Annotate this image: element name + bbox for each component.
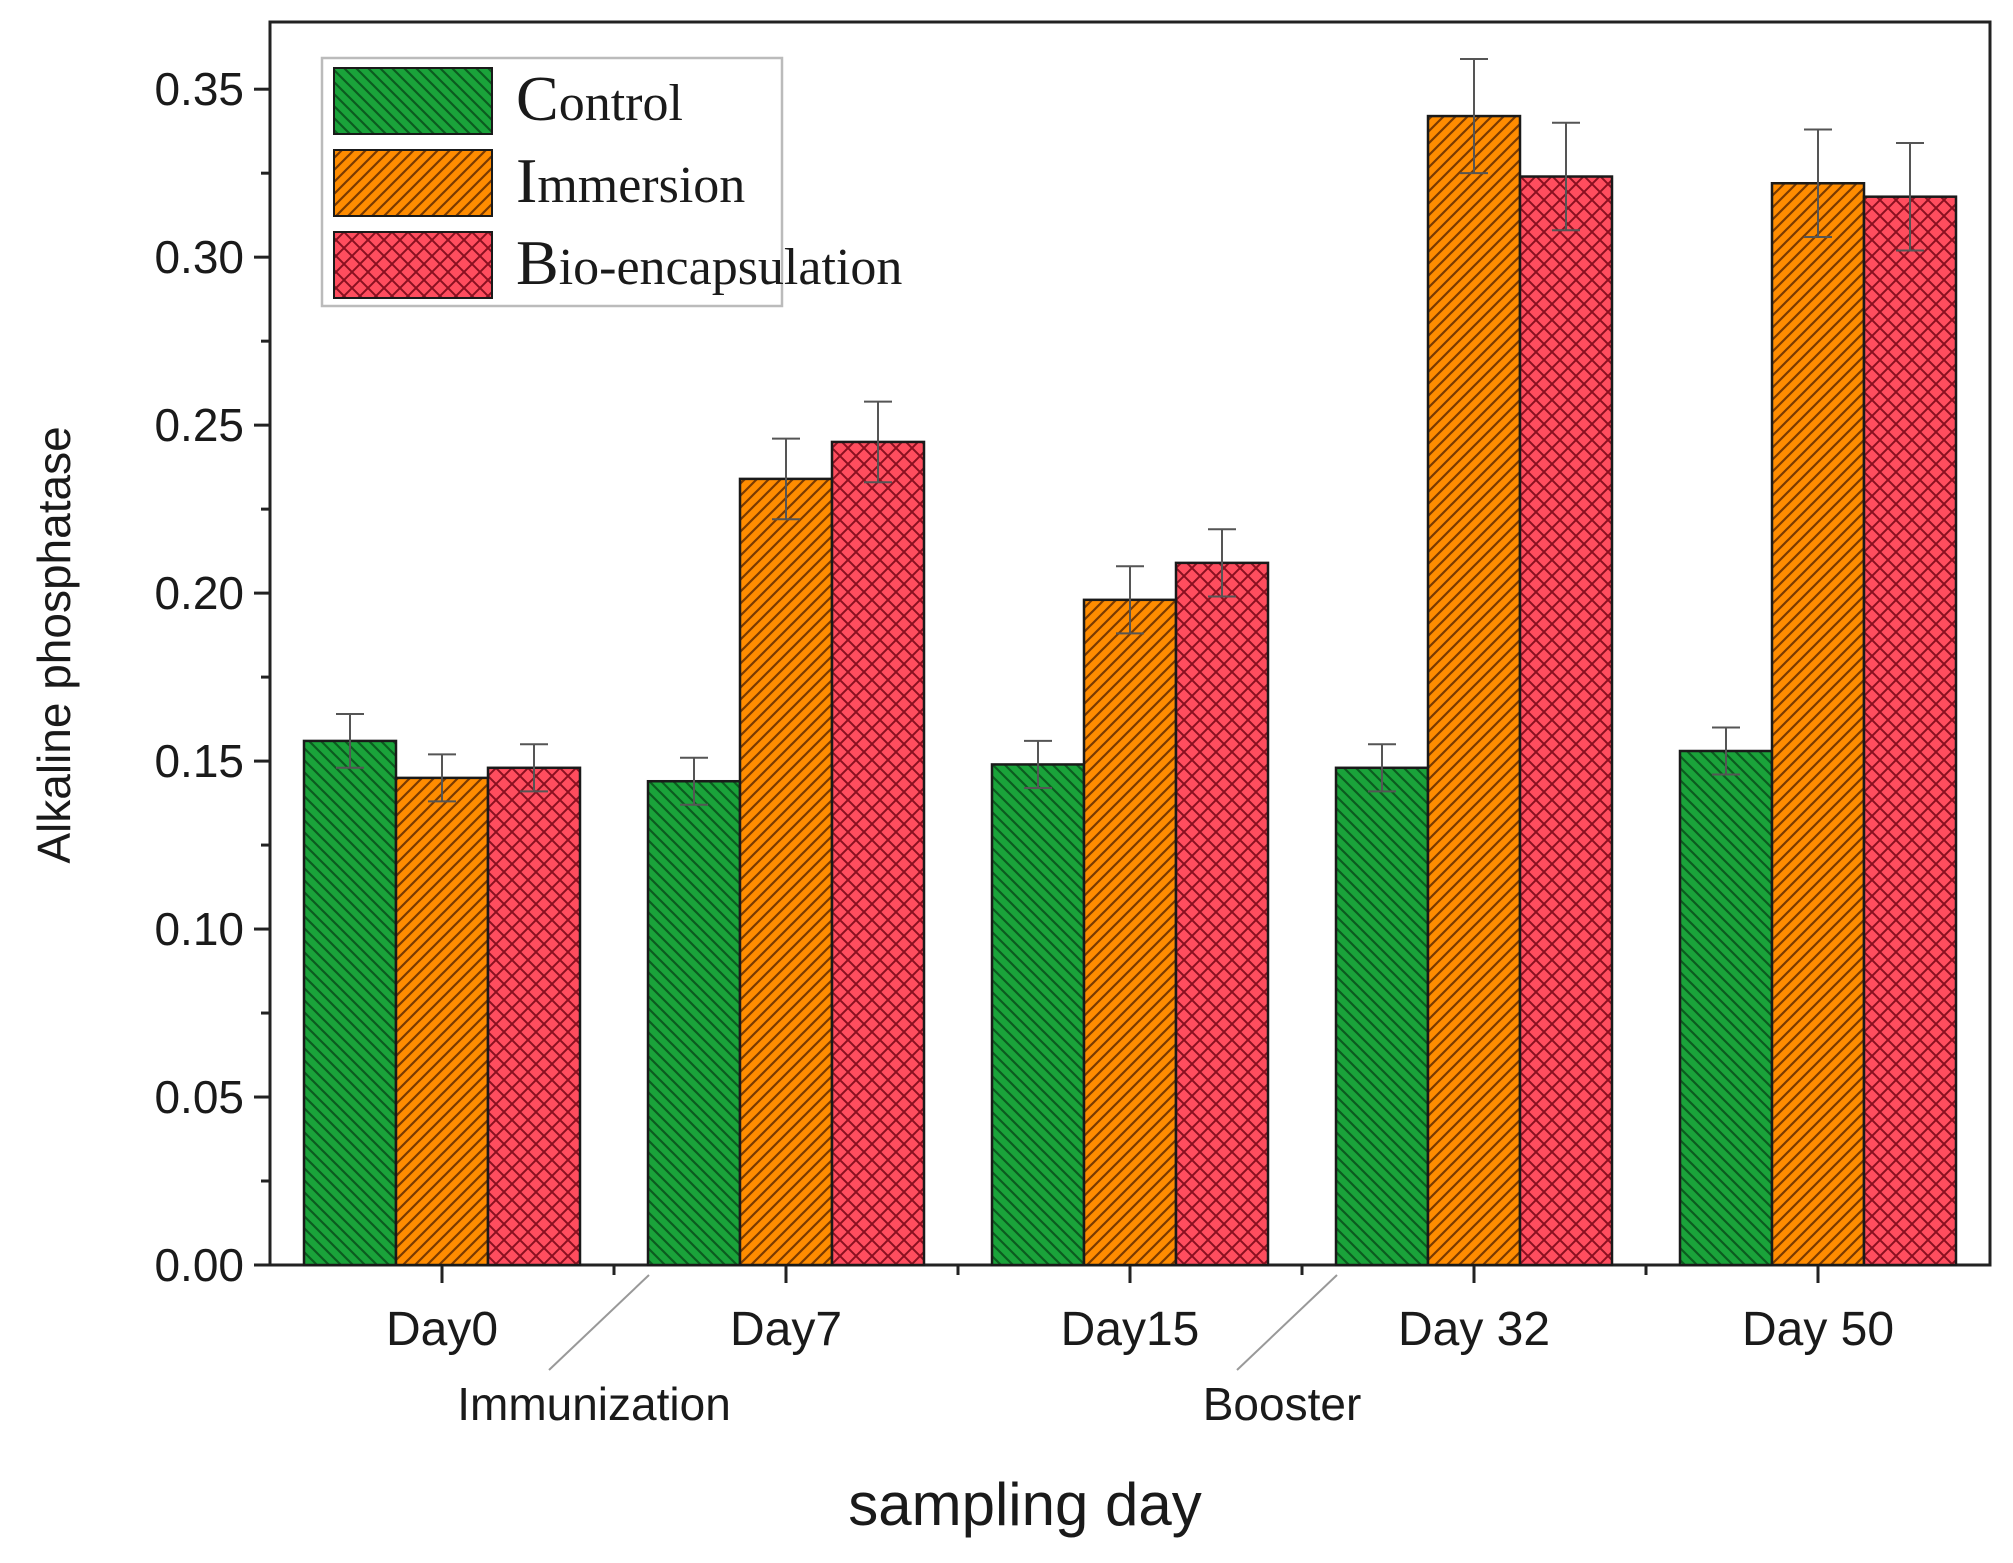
annotation-label: Immunization: [457, 1378, 731, 1430]
bar-bio-encapsulation-2: [1174, 561, 1270, 1267]
error-bar: [336, 713, 364, 769]
error-bar: [1024, 739, 1052, 789]
x-axis: Day0 Day7 Day15 Day 32 Day 50: [386, 1265, 1894, 1356]
bar-hatch: [1174, 561, 1270, 1267]
bar-hatch: [646, 779, 742, 1267]
error-bar: [1712, 726, 1740, 776]
legend-label: Bio-encapsulation: [516, 227, 902, 298]
bar-hatch: [1082, 598, 1178, 1267]
bar-immersion-4: [1770, 182, 1866, 1267]
error-bar: [680, 756, 708, 806]
bar-hatch: [1770, 182, 1866, 1267]
error-bar: [520, 743, 548, 793]
bar-immersion-3: [1426, 114, 1522, 1267]
error-bar: [772, 437, 800, 521]
legend-label-initial: C: [516, 63, 559, 134]
bar-hatch: [738, 477, 834, 1267]
legend-item-immersion: Immersion: [333, 145, 745, 217]
bar-bio-encapsulation-1: [830, 440, 926, 1267]
error-bar: [1552, 121, 1580, 232]
bar-control-0: [302, 739, 398, 1267]
y-tick-label: 0.35: [154, 63, 244, 115]
legend-label-rest: io-encapsulation: [559, 239, 903, 296]
bar-hatch: [486, 766, 582, 1267]
y-axis: 0.00 0.05 0.10 0.15 0.20 0.25 0.30 0.35: [154, 63, 270, 1291]
annotations-group: Immunization Booster: [457, 1274, 1362, 1430]
bar-bio-encapsulation-3: [1518, 175, 1614, 1267]
legend-swatch-hatch: [333, 149, 493, 217]
annotation-leader-line: [548, 1274, 650, 1371]
bar-immersion-2: [1082, 598, 1178, 1267]
bar-hatch: [394, 776, 490, 1267]
legend-label-rest: ontrol: [559, 75, 683, 132]
bar-control-4: [1678, 749, 1774, 1267]
y-tick-label: 0.30: [154, 231, 244, 283]
legend-label-rest: mmersion: [537, 157, 745, 214]
bar-control-3: [1334, 766, 1430, 1267]
y-tick-label: 0.00: [154, 1239, 244, 1291]
legend-swatch-hatch: [333, 231, 493, 299]
y-tick-label: 0.25: [154, 399, 244, 451]
y-axis-title: Alkaline phosphatase: [28, 426, 80, 863]
legend-label-initial: B: [516, 227, 559, 298]
x-tick-label: Day 32: [1398, 1303, 1550, 1356]
y-tick-label: 0.10: [154, 903, 244, 955]
x-tick-label: Day15: [1061, 1303, 1200, 1356]
error-bar: [1460, 57, 1488, 175]
legend-label: Immersion: [516, 145, 745, 216]
y-tick-label: 0.20: [154, 567, 244, 619]
x-axis-title: sampling day: [848, 1471, 1202, 1538]
annotation-label: Booster: [1203, 1378, 1362, 1430]
error-bar: [864, 400, 892, 484]
bar-bio-encapsulation-0: [486, 766, 582, 1267]
bar-immersion-1: [738, 477, 834, 1267]
bar-hatch: [1862, 195, 1958, 1267]
error-bar: [428, 753, 456, 803]
bars-group: [302, 114, 1958, 1267]
bar-hatch: [1678, 749, 1774, 1267]
legend-label: Control: [516, 63, 683, 134]
bar-bio-encapsulation-4: [1862, 195, 1958, 1267]
error-bar: [1368, 743, 1396, 793]
x-tick-label: Day7: [730, 1303, 842, 1356]
bar-hatch: [302, 739, 398, 1267]
bar-hatch: [830, 440, 926, 1267]
error-bar: [1804, 128, 1832, 239]
legend-label-initial: I: [516, 145, 537, 216]
error-bar: [1208, 528, 1236, 598]
x-tick-label: Day0: [386, 1303, 498, 1356]
bar-control-2: [990, 763, 1086, 1267]
y-tick-label: 0.15: [154, 735, 244, 787]
legend-item-control: Control: [333, 63, 683, 135]
bar-hatch: [1518, 175, 1614, 1267]
bar-hatch: [1426, 114, 1522, 1267]
legend-item-bio-encapsulation: Bio-encapsulation: [333, 227, 902, 299]
error-bars-group: [336, 57, 1924, 806]
y-tick-label: 0.05: [154, 1071, 244, 1123]
x-tick-label: Day 50: [1742, 1303, 1894, 1356]
error-bar: [1116, 565, 1144, 635]
bar-control-1: [646, 779, 742, 1267]
bar-hatch: [990, 763, 1086, 1267]
legend-swatch-hatch: [333, 67, 493, 135]
error-bar: [1896, 141, 1924, 252]
annotation-leader-line: [1236, 1274, 1338, 1371]
legend: Control Immersion Bio-encapsulation: [320, 56, 902, 308]
bar-immersion-0: [394, 776, 490, 1267]
bar-hatch: [1334, 766, 1430, 1267]
